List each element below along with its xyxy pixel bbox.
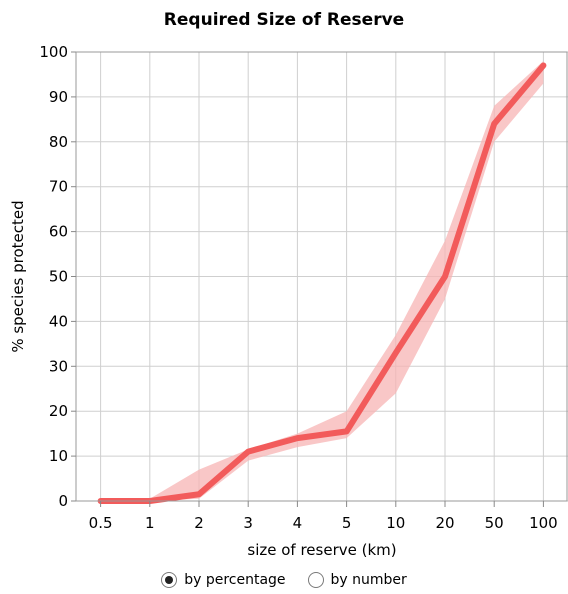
y-tick-label: 50: [49, 268, 68, 286]
x-tick-label: 3: [243, 514, 253, 532]
y-axis-label: % species protected: [9, 200, 27, 352]
x-tick-label: 0.5: [89, 514, 113, 532]
y-tick-label: 10: [49, 447, 68, 465]
by-percentage-radio[interactable]: [161, 572, 178, 588]
x-tick-label: 50: [485, 514, 504, 532]
y-tick-label: 100: [39, 43, 68, 61]
by-percentage-label: by percentage: [184, 572, 286, 588]
series-line: [97, 62, 547, 504]
x-tick-label: 1: [145, 514, 155, 532]
y-tick-label: 20: [49, 402, 68, 420]
x-tick-label: 4: [293, 514, 303, 532]
x-tick-label: 10: [386, 514, 405, 532]
chart-title: Required Size of Reserve: [163, 10, 405, 30]
y-tick-label: 0: [58, 492, 68, 510]
by-number-option[interactable]: by number: [307, 572, 407, 588]
x-tick-label: 20: [435, 514, 454, 532]
by-number-label: by number: [330, 572, 407, 588]
y-tick-label: 70: [49, 178, 68, 196]
confidence-band: [100, 60, 544, 501]
x-tick-label: 100: [529, 514, 558, 532]
y-tick-label: 30: [49, 357, 68, 375]
axis-ticks: 0 10 20 30 40 50 60 70 80 90 100 0.5 1 2 3 4 5 10 20 50 100: [39, 43, 557, 532]
y-tick-label: 40: [49, 312, 68, 330]
y-tick-label: 90: [49, 88, 68, 106]
x-axis-label: size of reserve (km): [247, 541, 396, 559]
by-number-radio[interactable]: [307, 572, 324, 588]
x-tick-label: 5: [342, 514, 352, 532]
display-options: by percentage by number: [0, 572, 568, 588]
y-tick-label: 60: [49, 223, 68, 241]
y-tick-label: 80: [49, 133, 68, 151]
by-percentage-option[interactable]: by percentage: [161, 572, 286, 588]
x-tick-label: 2: [194, 514, 204, 532]
